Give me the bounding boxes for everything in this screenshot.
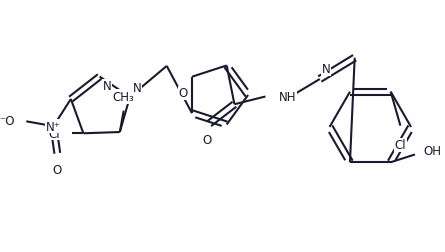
Text: OH: OH	[424, 144, 442, 158]
Text: ⁻O: ⁻O	[0, 114, 15, 127]
Text: N: N	[322, 63, 331, 76]
Text: N: N	[133, 82, 142, 95]
Text: CH₃: CH₃	[113, 90, 134, 104]
Text: O: O	[202, 134, 212, 147]
Text: O: O	[53, 163, 62, 176]
Text: O: O	[179, 87, 188, 100]
Text: N: N	[102, 80, 111, 93]
Text: Cl: Cl	[49, 127, 60, 140]
Text: Cl: Cl	[395, 139, 406, 152]
Text: N⁺: N⁺	[46, 120, 61, 133]
Text: NH: NH	[279, 91, 296, 104]
